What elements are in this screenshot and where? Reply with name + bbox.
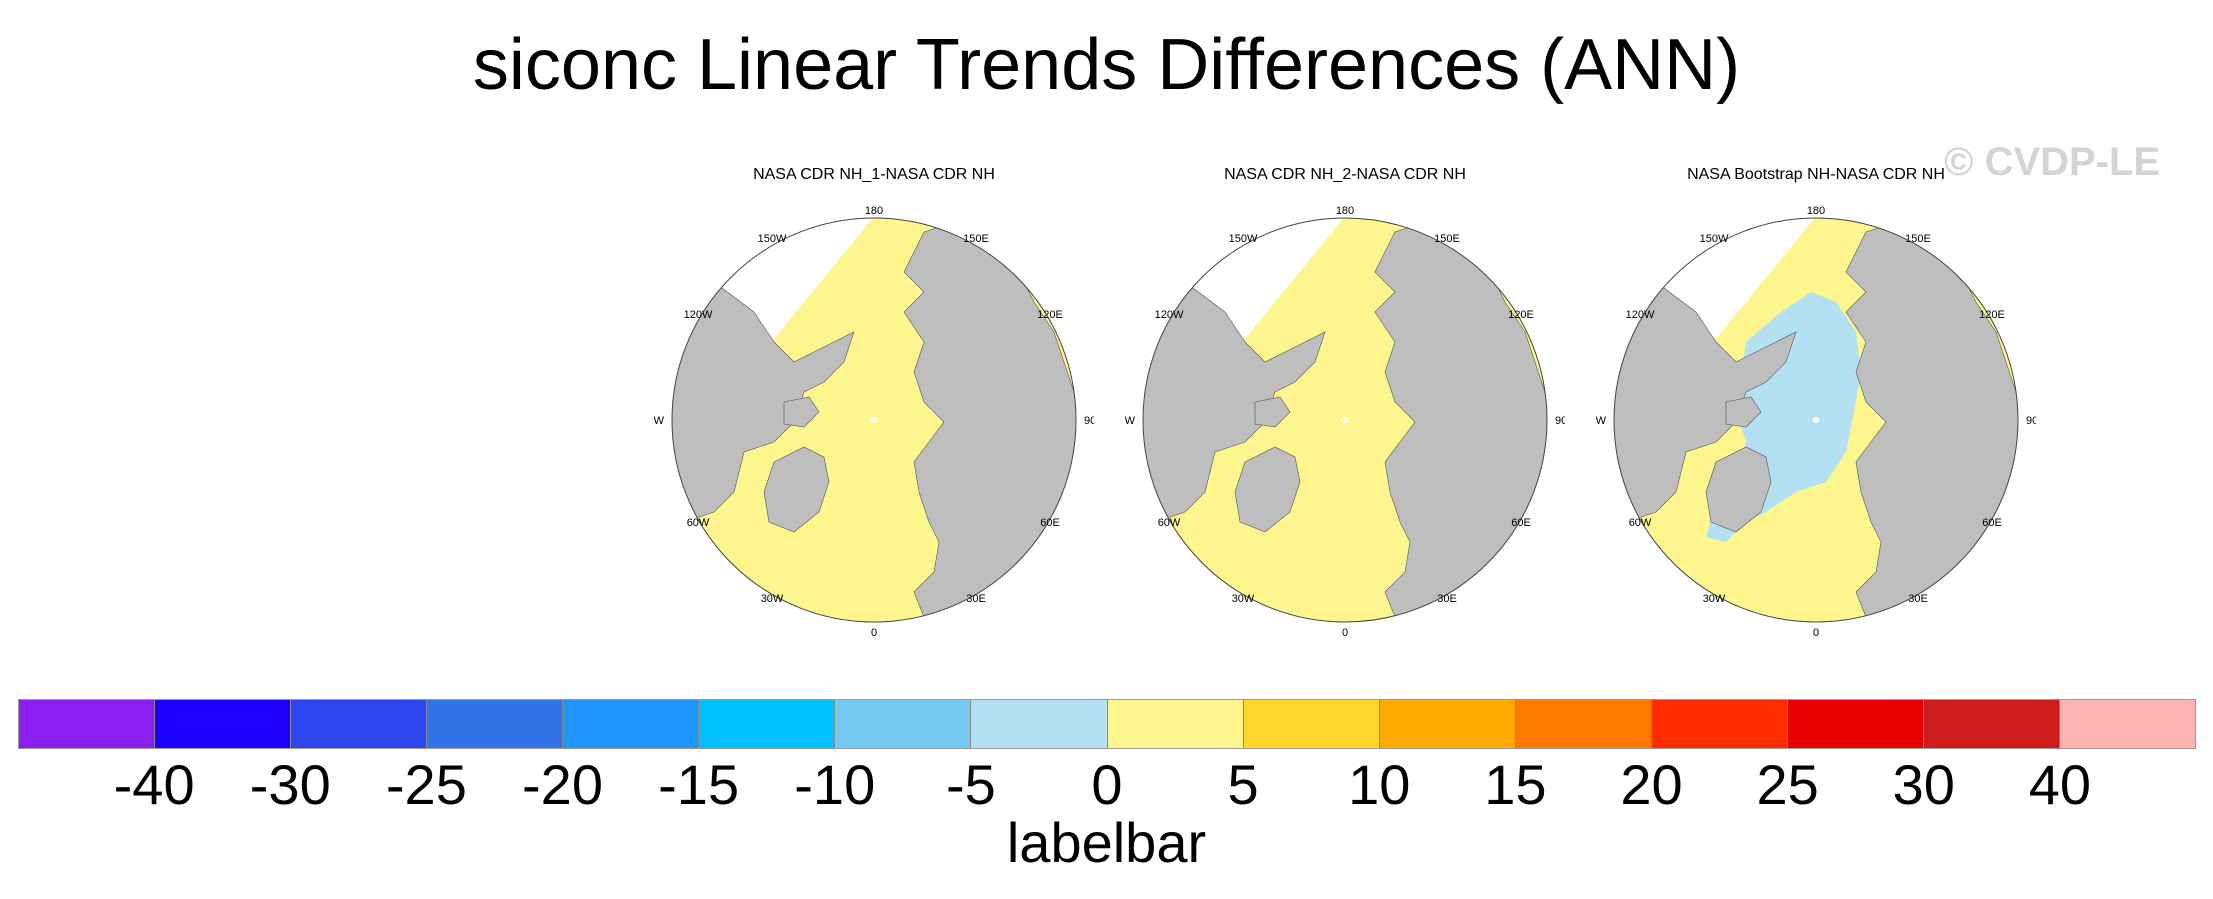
land-north-america: [1614, 281, 1797, 523]
lon-label-60w: 60W: [1158, 517, 1181, 529]
panel-title: NASA CDR NH_1-NASA CDR NH: [753, 166, 995, 183]
colorbar-swatch: [155, 700, 292, 748]
colorbar-tick-label: 15: [1484, 753, 1547, 816]
map-border: [1142, 217, 1548, 623]
lon-label-90w: 90W: [1125, 415, 1136, 427]
colorbar-tick-label: 5: [1227, 753, 1259, 816]
lon-label-150e: 150E: [1434, 233, 1460, 245]
colorbar-swatch: [19, 700, 156, 748]
lon-label-30w: 30W: [1703, 593, 1726, 605]
land-greenland: [1705, 446, 1772, 533]
polar-map: 180 150E 120E 90E 60E 30E 0 30W 60W 90W …: [1125, 205, 1565, 639]
colorbar-tick-label: 25: [1756, 753, 1819, 816]
lon-label-180: 180: [1807, 205, 1825, 217]
colorbar-tick-label: -40: [113, 753, 195, 816]
map-panel-3: NASA Bootstrap NH-NASA CDR NH 180 150E 1…: [1596, 162, 2036, 652]
lon-label-120w: 120W: [1626, 309, 1655, 321]
panel-title: NASA CDR NH_2-NASA CDR NH: [1224, 166, 1466, 183]
land-north-america: [672, 281, 855, 523]
colorbar-tick-label: 10: [1348, 753, 1411, 816]
colorbar-title: labelbar: [1006, 811, 1207, 874]
colorbar-tick-label: -30: [249, 753, 331, 816]
colorbar-swatch: [1379, 700, 1516, 748]
colorbar-tick-label: -25: [385, 753, 467, 816]
lon-label-60e: 60E: [1511, 517, 1531, 529]
land-greenland: [763, 446, 830, 533]
colorbar-tick-label: 0: [1091, 753, 1123, 816]
lon-label-30e: 30E: [1908, 593, 1928, 605]
land-eurasia: [903, 221, 1076, 622]
land-eurasia: [1845, 221, 2018, 622]
colorbar-swatch: [1515, 700, 1652, 748]
lon-label-30e: 30E: [966, 593, 986, 605]
polar-map: 180 150E 120E 90E 60E 30E 0 30W 60W 90W …: [1596, 205, 2036, 639]
colorbar-swatch: [563, 700, 700, 748]
lon-label-60w: 60W: [1629, 517, 1652, 529]
figure-title: siconc Linear Trends Differences (ANN): [472, 25, 1741, 105]
land-eurasia: [1374, 221, 1547, 622]
colorbar-tick-label: -15: [658, 753, 740, 816]
colorbar-swatch: [291, 700, 428, 748]
colorbar-swatch: [1243, 700, 1380, 748]
colorbar-tick-label: -20: [522, 753, 603, 816]
panel-title: NASA Bootstrap NH-NASA CDR NH: [1687, 166, 1945, 183]
colorbar-tick-label: 30: [1892, 753, 1955, 816]
pole-hole: [871, 417, 877, 423]
colorbar-swatch: [1787, 700, 1924, 748]
lon-label-120e: 120E: [1037, 309, 1063, 321]
lon-label-90w: 90W: [1596, 415, 1607, 427]
lon-label-90e: 90E: [1084, 415, 1094, 427]
lon-label-30w: 30W: [761, 593, 784, 605]
lon-label-180: 180: [1336, 205, 1354, 217]
lon-label-0: 0: [871, 627, 877, 639]
polar-map: 180 150E 120E 90E 60E 30E 0 30W 60W 90W …: [654, 205, 1094, 639]
lon-label-60e: 60E: [1040, 517, 1060, 529]
colorbar: [18, 699, 2196, 749]
lon-label-90e: 90E: [2026, 415, 2036, 427]
lon-label-0: 0: [1813, 627, 1819, 639]
colorbar-tick-label: -10: [794, 753, 876, 816]
lon-label-180: 180: [865, 205, 883, 217]
map-panel-2: NASA CDR NH_2-NASA CDR NH 180 150E 120E …: [1125, 162, 1565, 652]
land-north-america: [1143, 281, 1326, 523]
land-greenland: [1234, 446, 1301, 533]
lon-label-150w: 150W: [1700, 233, 1729, 245]
lon-label-150w: 150W: [758, 233, 787, 245]
lon-label-150e: 150E: [1905, 233, 1931, 245]
lon-label-150w: 150W: [1229, 233, 1258, 245]
colorbar-swatch: [835, 700, 972, 748]
colorbar-swatch: [971, 700, 1108, 748]
colorbar-swatch: [1651, 700, 1788, 748]
land-archipelago: [783, 396, 820, 428]
colorbar-swatch: [699, 700, 836, 748]
colorbar-tick-label: 40: [2028, 753, 2092, 816]
lon-label-120e: 120E: [1508, 309, 1534, 321]
colorbar-swatch: [1107, 700, 1244, 748]
lon-label-90e: 90E: [1555, 415, 1565, 427]
watermark: © CVDP-LE: [1944, 140, 2161, 184]
lon-label-60e: 60E: [1982, 517, 2002, 529]
colorbar-swatch: [2059, 700, 2195, 748]
lon-label-90w: 90W: [654, 415, 665, 427]
colorbar-swatch: [1923, 700, 2060, 748]
lon-label-120w: 120W: [1155, 309, 1184, 321]
lon-label-120e: 120E: [1979, 309, 2005, 321]
pole-hole: [1342, 417, 1348, 423]
lon-label-150e: 150E: [963, 233, 989, 245]
colorbar-tick-label: -5: [945, 753, 996, 816]
pole-hole: [1813, 417, 1819, 423]
colorbar-swatch: [427, 700, 564, 748]
lon-label-120w: 120W: [684, 309, 713, 321]
map-border: [671, 217, 1077, 623]
lon-label-60w: 60W: [687, 517, 710, 529]
map-panel-1: NASA CDR NH_1-NASA CDR NH 180 150E 120E …: [654, 162, 1094, 652]
lon-label-0: 0: [1342, 627, 1348, 639]
land-archipelago: [1254, 396, 1291, 428]
colorbar-tick-label: 20: [1620, 753, 1683, 816]
lon-label-30w: 30W: [1232, 593, 1255, 605]
land-archipelago: [1725, 396, 1762, 428]
lon-label-30e: 30E: [1437, 593, 1457, 605]
map-border: [1613, 217, 2019, 623]
